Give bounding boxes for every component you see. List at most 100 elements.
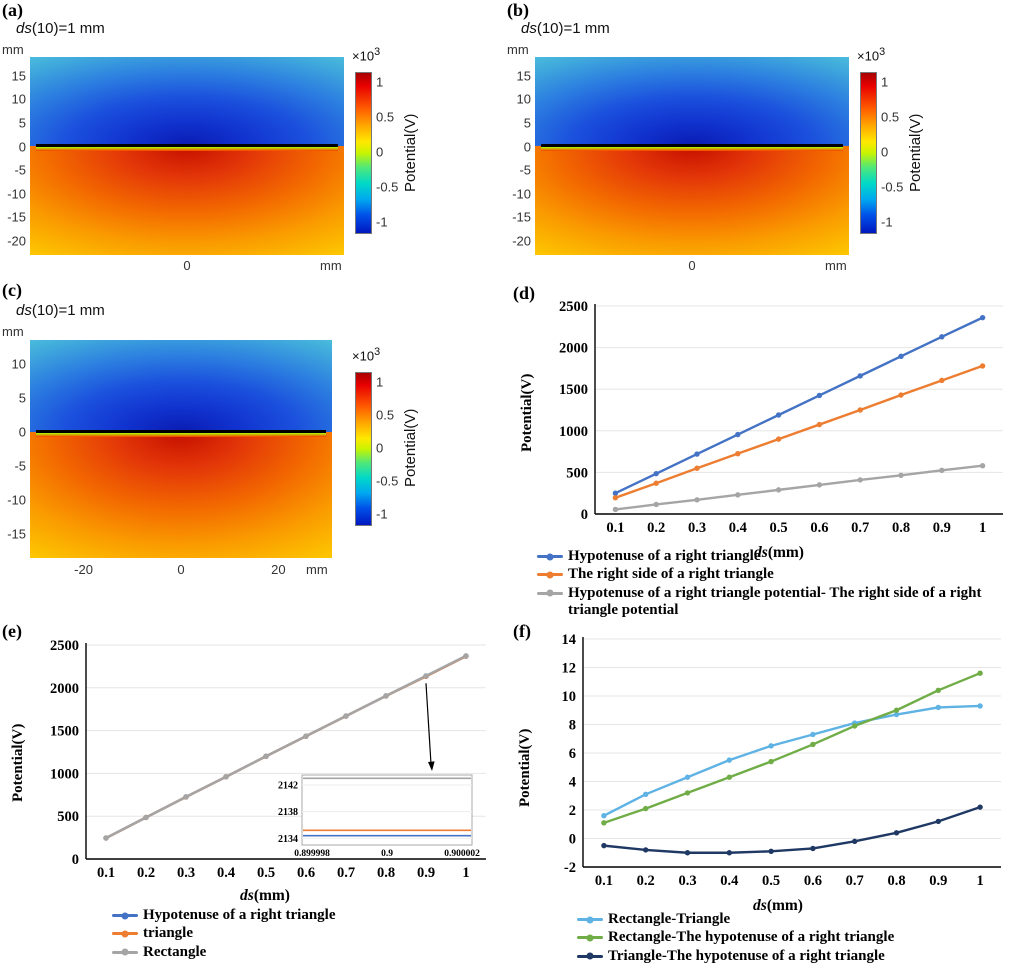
legend-label: Rectangle — [143, 943, 207, 960]
svg-text:0.4: 0.4 — [729, 520, 747, 536]
colorbar-ticks: 1 0.5 0 -0.5 -1 — [881, 72, 915, 232]
legend-item: Triangle-The hypotenuse of a right trian… — [577, 948, 1017, 965]
xlabel-unit: (mm) — [767, 544, 804, 561]
tick-label: -5 — [519, 162, 531, 178]
plot-title-a: ds(10)=1 mm — [16, 20, 105, 37]
tick-label: -10 — [512, 186, 531, 202]
positive-potential-region — [535, 146, 849, 255]
colorbar-exponent: ×103 — [857, 46, 885, 63]
svg-text:0.3: 0.3 — [678, 873, 696, 889]
panel-label-d: (d) — [513, 283, 535, 303]
svg-text:0.3: 0.3 — [688, 520, 706, 536]
svg-text:500: 500 — [57, 809, 79, 825]
colorbar — [355, 72, 372, 234]
tick-label: 1 — [376, 74, 384, 90]
exp-sup: 3 — [879, 46, 886, 58]
svg-text:2134: 2134 — [278, 834, 298, 845]
x-axis-ticks: -20 0 20 — [30, 562, 332, 577]
legend-item: Hypotenuse of a right triangle — [537, 548, 1017, 565]
positive-potential-region — [30, 431, 332, 558]
legend-label: triangle — [143, 925, 193, 942]
svg-text:0.1: 0.1 — [97, 865, 115, 881]
y-axis-label: Potential(V) — [517, 728, 533, 808]
legend-marker — [537, 589, 563, 597]
legend-marker — [537, 553, 563, 560]
legend-label: Hypotenuse of a right triangle — [143, 907, 336, 923]
svg-text:1: 1 — [462, 865, 469, 881]
colorbar — [355, 372, 372, 526]
line-chart-f: -2 0 2 4 6 8 10 12 14 0.1 0.2 0.3 0.4 0.5 0.6 0.7 0.8 0.9… — [562, 632, 1001, 889]
x-axis-unit: mm — [320, 258, 342, 273]
legend-marker — [537, 571, 563, 579]
svg-text:1000: 1000 — [559, 424, 588, 440]
svg-text:8: 8 — [569, 718, 576, 734]
x-axis-ticks: 0 — [30, 258, 344, 273]
legend-marker — [112, 912, 138, 919]
svg-text:0.2: 0.2 — [647, 520, 665, 536]
legend-f: Rectangle-Triangle Rectangle-The hypotenu… — [577, 911, 1017, 965]
title-ds: ds — [16, 302, 32, 319]
colorbar-label: Potential(V) — [402, 113, 419, 193]
xlabel-unit: (mm) — [253, 887, 290, 904]
potential-field — [535, 57, 849, 255]
xlabel-ds: ds — [753, 897, 767, 914]
x-axis-label: ds(mm) — [32, 887, 498, 905]
plate-line — [36, 144, 338, 148]
legend-marker-dot — [586, 934, 594, 942]
title-ds: ds — [16, 20, 32, 37]
legend-label: Rectangle-Triangle — [608, 911, 731, 927]
svg-text:0.2: 0.2 — [637, 873, 655, 889]
svg-text:0.6: 0.6 — [297, 865, 315, 881]
panel-f: (f) Potential(V) -2 0 2 4 6 8 10 12 14 0.1 0.2 0.3 0… — [505, 613, 1024, 977]
line-chart-d: 0 500 1000 1500 2000 2500 0.1 0.2 0.3 0.4 0.5 0.6 0.… — [559, 299, 1003, 536]
tick-label: 0.5 — [376, 109, 395, 125]
legend-marker — [112, 948, 138, 956]
svg-text:0.1: 0.1 — [606, 520, 624, 536]
y-axis-ticks: 10 5 0 -5 -10 -15 — [2, 340, 26, 558]
svg-text:0.3: 0.3 — [177, 865, 195, 881]
y-axis-unit: mm — [2, 324, 24, 339]
xlabel-ds: ds — [754, 544, 768, 561]
tick-label: -0.5 — [376, 179, 399, 195]
svg-text:14: 14 — [562, 632, 577, 648]
svg-text:0.7: 0.7 — [337, 865, 355, 881]
legend-item: Rectangle — [112, 944, 492, 961]
tick-label: 0 — [376, 440, 384, 456]
panel-label-a: (a) — [2, 0, 23, 20]
legend-label: Hypotenuse of a right triangle potential… — [568, 584, 982, 619]
plate-hot-band — [36, 432, 326, 437]
legend-item: Rectangle-The hypotenuse of a right tria… — [577, 929, 1017, 946]
svg-text:-2: -2 — [564, 860, 576, 876]
panel-c: (c) ds(10)=1 mm mm 10 5 0 -5 -10 -15 -20 0 20 m… — [0, 276, 462, 613]
panel-a: (a) ds(10)=1 mm mm 15 10 5 0 -5 -10 -15 -20 0 m… — [0, 0, 462, 276]
svg-text:1500: 1500 — [50, 724, 79, 740]
plate-line — [541, 144, 843, 148]
tick-label: 1 — [881, 74, 889, 90]
legend-item: Hypotenuse of a right triangle potential… — [537, 585, 1017, 620]
svg-text:12: 12 — [562, 661, 577, 677]
legend-label: Rectangle-The hypotenuse of a right tria… — [608, 929, 895, 946]
svg-text:2500: 2500 — [50, 638, 79, 654]
tick-label: -20 — [512, 233, 531, 249]
legend-marker-dot — [586, 916, 594, 923]
legend-marker-dot — [121, 948, 129, 956]
y-axis-unit: mm — [2, 42, 24, 57]
svg-text:4: 4 — [569, 775, 576, 791]
colorbar-label: Potential(V) — [402, 408, 419, 488]
svg-text:0: 0 — [72, 852, 79, 868]
line-chart-e: 0 500 1000 1500 2000 2500 0.1 0.2 0.3 0.4 0.5 0.6 0.… — [50, 638, 486, 881]
svg-text:0.9: 0.9 — [933, 520, 951, 536]
y-axis-unit: mm — [507, 42, 529, 57]
tick-label: -15 — [7, 209, 26, 225]
legend-marker — [577, 952, 603, 960]
tick-label: 5 — [523, 115, 531, 131]
panel-label-b: (b) — [507, 0, 529, 20]
legend-marker — [112, 930, 138, 938]
tick-label: 10 — [516, 91, 531, 107]
tick-label: 0 — [183, 258, 191, 273]
tick-label: 0.5 — [881, 109, 900, 125]
tick-label: -1 — [881, 214, 893, 230]
plate-hot-band — [541, 147, 843, 152]
plot-title-c: ds(10)=1 mm — [16, 302, 105, 319]
